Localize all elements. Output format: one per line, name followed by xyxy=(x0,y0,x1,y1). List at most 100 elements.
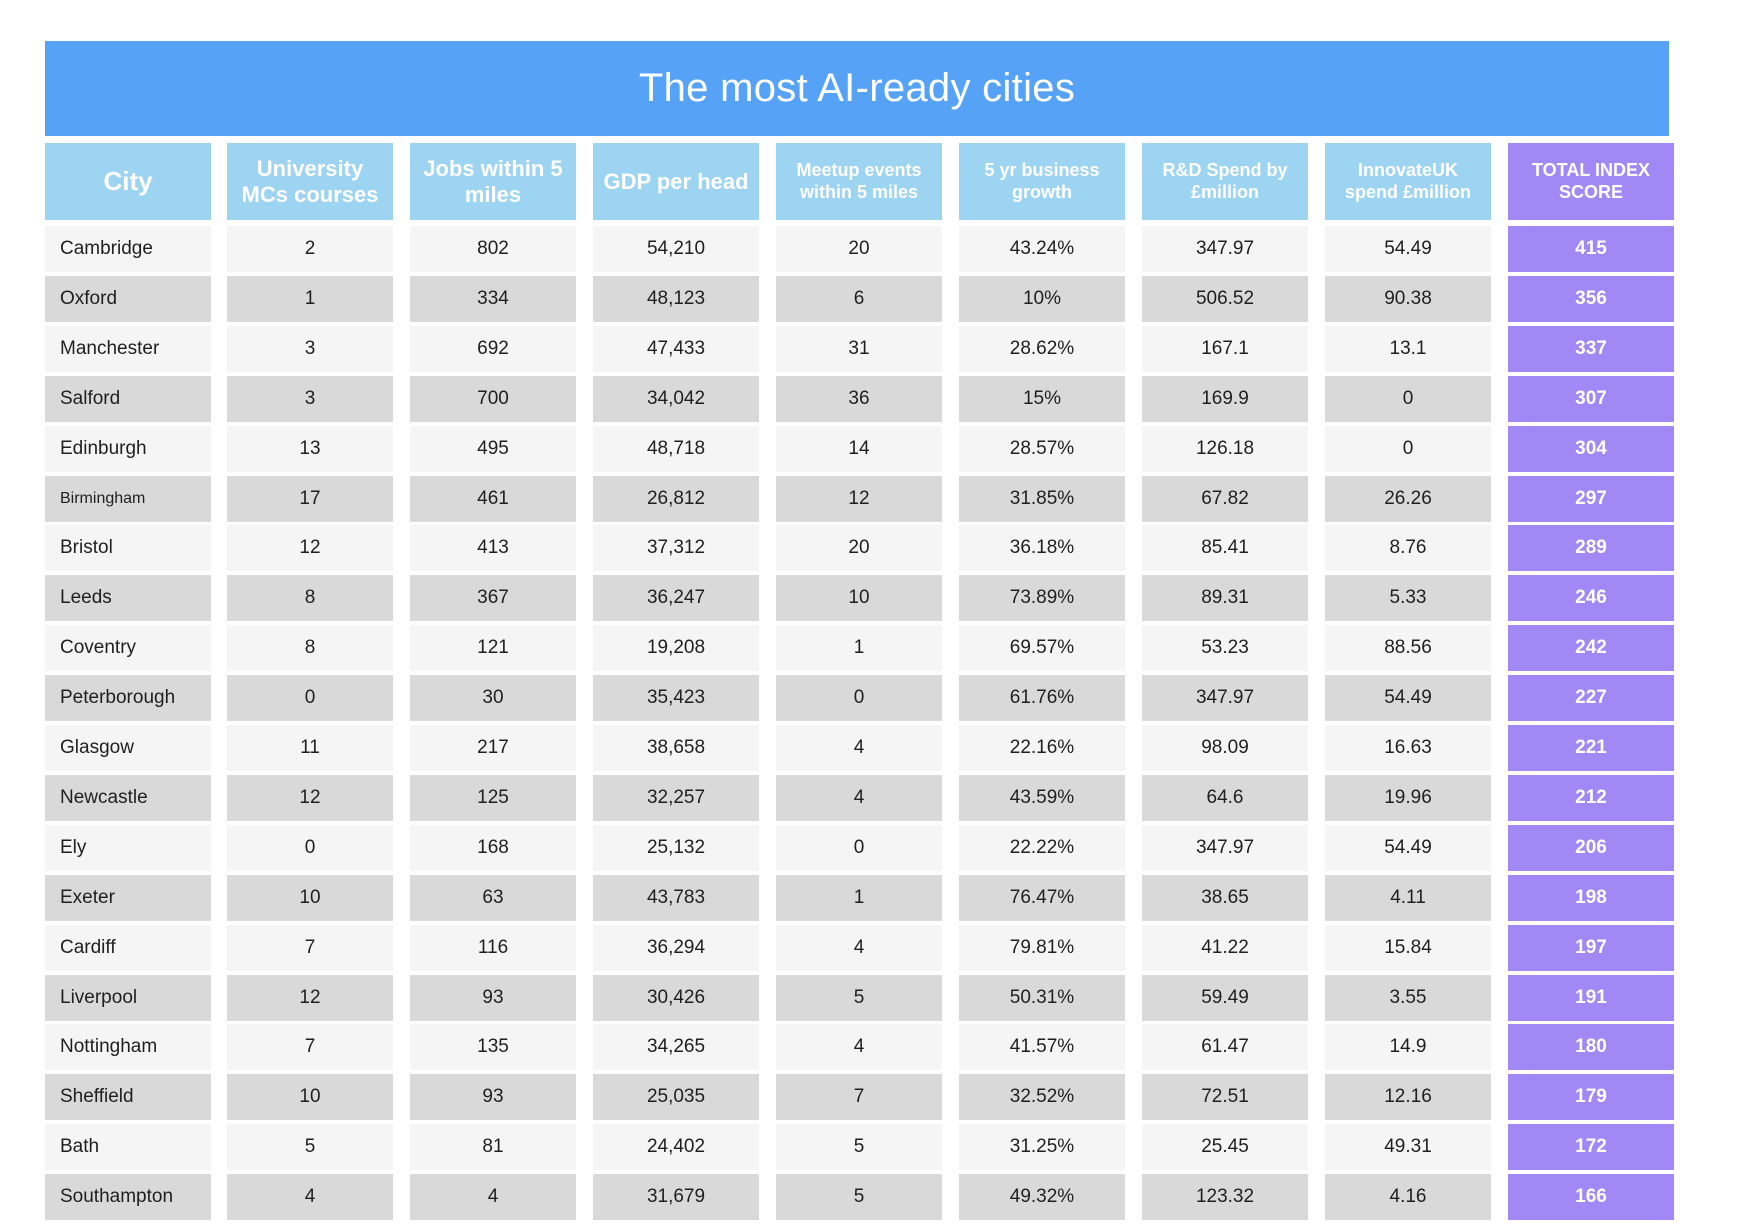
cell-innovate: 13.1 xyxy=(1325,325,1491,372)
cell-jobs: 135 xyxy=(410,1024,576,1071)
cell-meetup: 4 xyxy=(776,1024,942,1071)
cell-meetup: 4 xyxy=(776,924,942,971)
cell-rd: 89.31 xyxy=(1142,575,1308,622)
cell-meetup: 20 xyxy=(776,525,942,572)
header-meetup: Meetup events within 5 miles xyxy=(776,143,942,220)
cell-innovate: 4.11 xyxy=(1325,874,1491,921)
cell-uni: 2 xyxy=(227,226,393,272)
cell-meetup: 4 xyxy=(776,774,942,821)
cell-city: Edinburgh xyxy=(45,425,211,472)
cell-gdp: 24,402 xyxy=(593,1124,759,1171)
cell-innovate: 90.38 xyxy=(1325,275,1491,322)
cell-city: Peterborough xyxy=(45,675,211,722)
cell-innovate: 88.56 xyxy=(1325,625,1491,672)
cell-jobs: 4 xyxy=(410,1174,576,1221)
cell-growth: 36.18% xyxy=(959,525,1125,572)
cell-growth: 76.47% xyxy=(959,874,1125,921)
cell-growth: 15% xyxy=(959,375,1125,422)
cell-growth: 79.81% xyxy=(959,924,1125,971)
cell-uni: 10 xyxy=(227,1074,393,1121)
cell-city: Oxford xyxy=(45,275,211,322)
cell-city: Salford xyxy=(45,375,211,422)
cell-growth: 50.31% xyxy=(959,974,1125,1021)
cell-rd: 167.1 xyxy=(1142,325,1308,372)
cell-rd: 53.23 xyxy=(1142,625,1308,672)
cell-jobs: 121 xyxy=(410,625,576,672)
cell-gdp: 38,658 xyxy=(593,725,759,771)
cell-jobs: 116 xyxy=(410,924,576,971)
cell-city: Ely xyxy=(45,824,211,871)
cell-rd: 61.47 xyxy=(1142,1024,1308,1071)
cell-jobs: 367 xyxy=(410,575,576,622)
cell-city: Birmingham xyxy=(45,475,211,522)
cell-jobs: 30 xyxy=(410,675,576,722)
cell-city: Southampton xyxy=(45,1174,211,1221)
cell-rd: 347.97 xyxy=(1142,675,1308,722)
cell-total: 307 xyxy=(1508,375,1674,422)
cell-total: 206 xyxy=(1508,824,1674,871)
cell-meetup: 20 xyxy=(776,226,942,272)
cell-uni: 7 xyxy=(227,1024,393,1071)
cell-meetup: 6 xyxy=(776,275,942,322)
cell-total: 304 xyxy=(1508,425,1674,472)
cell-gdp: 54,210 xyxy=(593,226,759,272)
cell-jobs: 692 xyxy=(410,325,576,372)
cell-total: 242 xyxy=(1508,625,1674,672)
cell-uni: 1 xyxy=(227,275,393,322)
cell-total: 415 xyxy=(1508,226,1674,272)
cell-meetup: 1 xyxy=(776,874,942,921)
cell-total: 172 xyxy=(1508,1124,1674,1171)
cell-jobs: 63 xyxy=(410,874,576,921)
cell-innovate: 26.26 xyxy=(1325,475,1491,522)
cell-uni: 0 xyxy=(227,824,393,871)
cell-meetup: 1 xyxy=(776,625,942,672)
cell-growth: 22.16% xyxy=(959,725,1125,771)
cell-rd: 123.32 xyxy=(1142,1174,1308,1221)
cell-rd: 25.45 xyxy=(1142,1124,1308,1171)
cell-rd: 72.51 xyxy=(1142,1074,1308,1121)
cell-uni: 7 xyxy=(227,924,393,971)
cell-jobs: 495 xyxy=(410,425,576,472)
cell-growth: 10% xyxy=(959,275,1125,322)
cell-jobs: 93 xyxy=(410,974,576,1021)
cell-city: Bristol xyxy=(45,525,211,572)
cell-rd: 126.18 xyxy=(1142,425,1308,472)
cell-meetup: 7 xyxy=(776,1074,942,1121)
cell-innovate: 0 xyxy=(1325,375,1491,422)
cell-jobs: 802 xyxy=(410,226,576,272)
cell-innovate: 8.76 xyxy=(1325,525,1491,572)
cell-innovate: 19.96 xyxy=(1325,774,1491,821)
cell-rd: 85.41 xyxy=(1142,525,1308,572)
cell-uni: 17 xyxy=(227,475,393,522)
cell-city: Liverpool xyxy=(45,974,211,1021)
cell-uni: 0 xyxy=(227,675,393,722)
cell-city: Cardiff xyxy=(45,924,211,971)
cell-gdp: 47,433 xyxy=(593,325,759,372)
cell-growth: 43.59% xyxy=(959,774,1125,821)
cell-innovate: 49.31 xyxy=(1325,1124,1491,1171)
header-innovate: InnovateUK spend £million xyxy=(1325,143,1491,220)
cell-growth: 49.32% xyxy=(959,1174,1125,1221)
cell-jobs: 413 xyxy=(410,525,576,572)
cell-jobs: 125 xyxy=(410,774,576,821)
cell-uni: 4 xyxy=(227,1174,393,1221)
cell-gdp: 34,042 xyxy=(593,375,759,422)
cell-innovate: 54.49 xyxy=(1325,226,1491,272)
cell-uni: 3 xyxy=(227,325,393,372)
cell-innovate: 15.84 xyxy=(1325,924,1491,971)
cell-innovate: 54.49 xyxy=(1325,675,1491,722)
cell-rd: 347.97 xyxy=(1142,824,1308,871)
cell-rd: 59.49 xyxy=(1142,974,1308,1021)
cell-gdp: 35,423 xyxy=(593,675,759,722)
cell-innovate: 12.16 xyxy=(1325,1074,1491,1121)
cell-city: Exeter xyxy=(45,874,211,921)
cell-total: 337 xyxy=(1508,325,1674,372)
cell-jobs: 81 xyxy=(410,1124,576,1171)
cell-uni: 10 xyxy=(227,874,393,921)
cell-meetup: 5 xyxy=(776,1174,942,1221)
cell-jobs: 461 xyxy=(410,475,576,522)
cell-city: Bath xyxy=(45,1124,211,1171)
cell-gdp: 25,132 xyxy=(593,824,759,871)
cell-growth: 43.24% xyxy=(959,226,1125,272)
